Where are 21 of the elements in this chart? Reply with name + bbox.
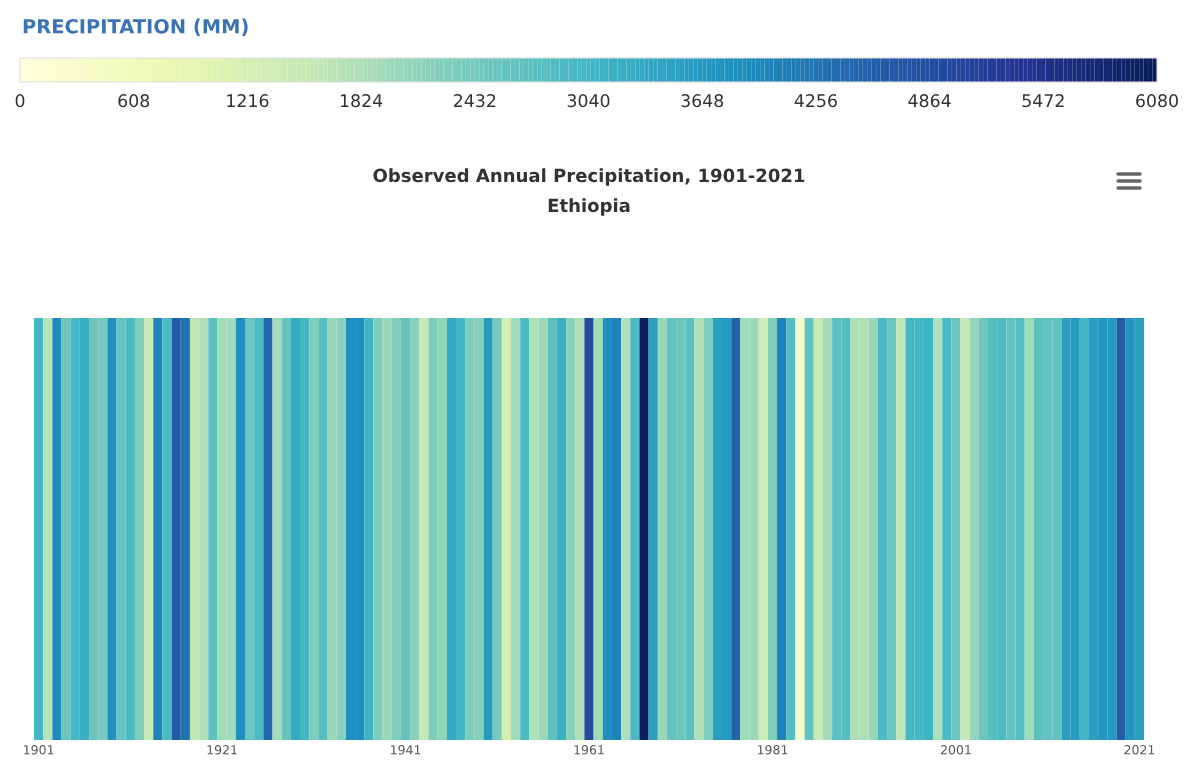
x-tick-label: 2001: [940, 745, 971, 755]
color-bar-label: 6080: [1136, 94, 1178, 108]
color-bar-label: 1824: [340, 94, 383, 108]
x-tick-label: 1981: [757, 745, 788, 755]
color-bar-label: 0: [15, 94, 25, 108]
x-tick-label: 1941: [391, 745, 421, 755]
color-bar-label: 1216: [227, 94, 269, 108]
color-bar-title: PRECIPITATION (MM): [23, 18, 248, 36]
color-bar-label: 2432: [453, 94, 496, 108]
chart-title: Observed Annual Precipitation, 1901-2021: [373, 168, 805, 186]
color-bar-label: 4864: [908, 94, 951, 108]
color-bar-label: 5472: [1022, 94, 1064, 108]
color-bar-label: 4256: [794, 94, 837, 108]
x-tick-label: 1901: [24, 745, 54, 755]
color-bar-label: 608: [118, 94, 150, 108]
color-bar-label: 3040: [567, 94, 610, 108]
color-bar-label: 3648: [681, 94, 724, 108]
chart-subtitle: Ethiopia: [548, 198, 630, 216]
x-tick-label: 1961: [574, 745, 604, 755]
x-tick-label: 2021: [1124, 745, 1155, 755]
x-tick-label: 1921: [207, 745, 237, 755]
